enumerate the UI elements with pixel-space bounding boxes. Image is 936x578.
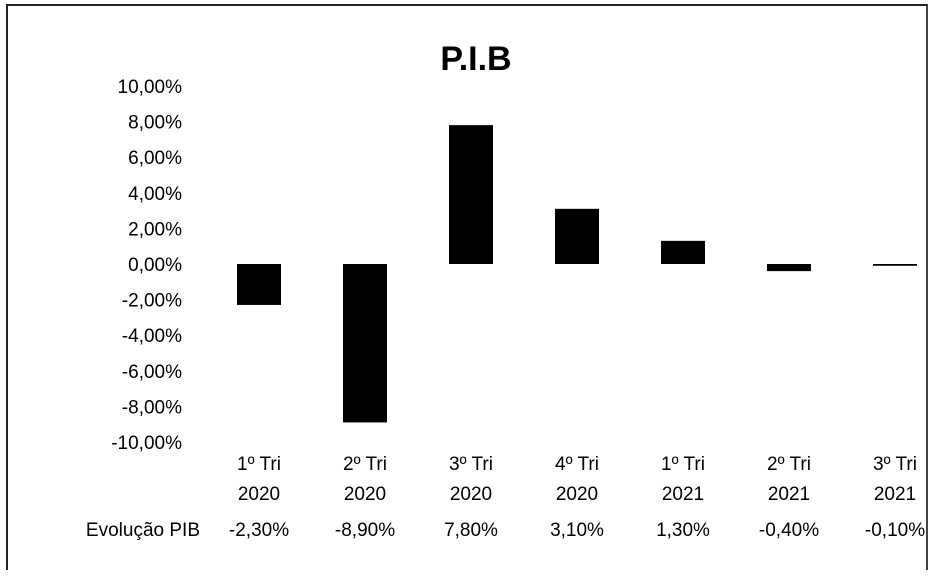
bar xyxy=(555,208,599,264)
y-tick-label: -2,00% xyxy=(122,291,182,312)
y-tick-label: -8,00% xyxy=(122,397,182,418)
x-category-year: 2021 xyxy=(874,484,916,505)
y-tick-label: -6,00% xyxy=(122,362,182,383)
bar xyxy=(767,264,811,272)
bar xyxy=(661,240,705,264)
chart-title: P.I.B xyxy=(440,40,511,78)
data-table-value: 3,10% xyxy=(550,520,604,541)
bars xyxy=(237,125,917,423)
y-tick-label: 4,00% xyxy=(128,184,182,205)
x-category-year: 2020 xyxy=(556,484,598,505)
y-tick-label: 2,00% xyxy=(128,219,182,240)
x-category-label: 1º Tri xyxy=(237,454,281,475)
data-table-value: -2,30% xyxy=(229,520,289,541)
x-category-label: 3º Tri xyxy=(449,454,493,475)
x-category-label: 2º Tri xyxy=(767,454,811,475)
x-category-year: 2021 xyxy=(662,484,704,505)
x-category-label: 4º Tri xyxy=(555,454,599,475)
bar xyxy=(873,264,917,266)
y-tick-label: -4,00% xyxy=(122,326,182,347)
data-table: Evolução PIB -2,30% -8,90% 7,80% 3,10% 1,30% -… xyxy=(86,520,925,541)
x-category-year: 2020 xyxy=(238,484,280,505)
x-axis: 1º Tri 2020 2º Tri 2020 3º Tri 2020 4º Tri 2020… xyxy=(237,454,917,505)
data-table-value: -0,10% xyxy=(865,520,925,541)
data-table-value: 7,80% xyxy=(444,520,498,541)
bar xyxy=(343,264,387,423)
series-name-label: Evolução PIB xyxy=(86,520,200,541)
y-tick-label: 8,00% xyxy=(128,113,182,134)
y-tick-label: 6,00% xyxy=(128,148,182,169)
x-category-label: 1º Tri xyxy=(661,454,705,475)
bar xyxy=(237,264,281,305)
y-tick-label: 10,00% xyxy=(118,77,183,98)
y-axis: 10,00% 8,00% 6,00% 4,00% 2,00% 0,00% -2,00% -4,… xyxy=(111,77,182,454)
data-table-value: 1,30% xyxy=(656,520,710,541)
x-category-year: 2020 xyxy=(344,484,386,505)
bar xyxy=(449,125,493,264)
y-tick-label: 0,00% xyxy=(128,255,182,276)
chart-frame xyxy=(6,4,928,570)
y-tick-label: -10,00% xyxy=(111,433,182,454)
data-table-value: -0,40% xyxy=(759,520,819,541)
x-category-year: 2020 xyxy=(450,484,492,505)
x-category-year: 2021 xyxy=(768,484,810,505)
x-category-label: 3º Tri xyxy=(873,454,917,475)
x-category-label: 2º Tri xyxy=(343,454,387,475)
data-table-value: -8,90% xyxy=(335,520,395,541)
